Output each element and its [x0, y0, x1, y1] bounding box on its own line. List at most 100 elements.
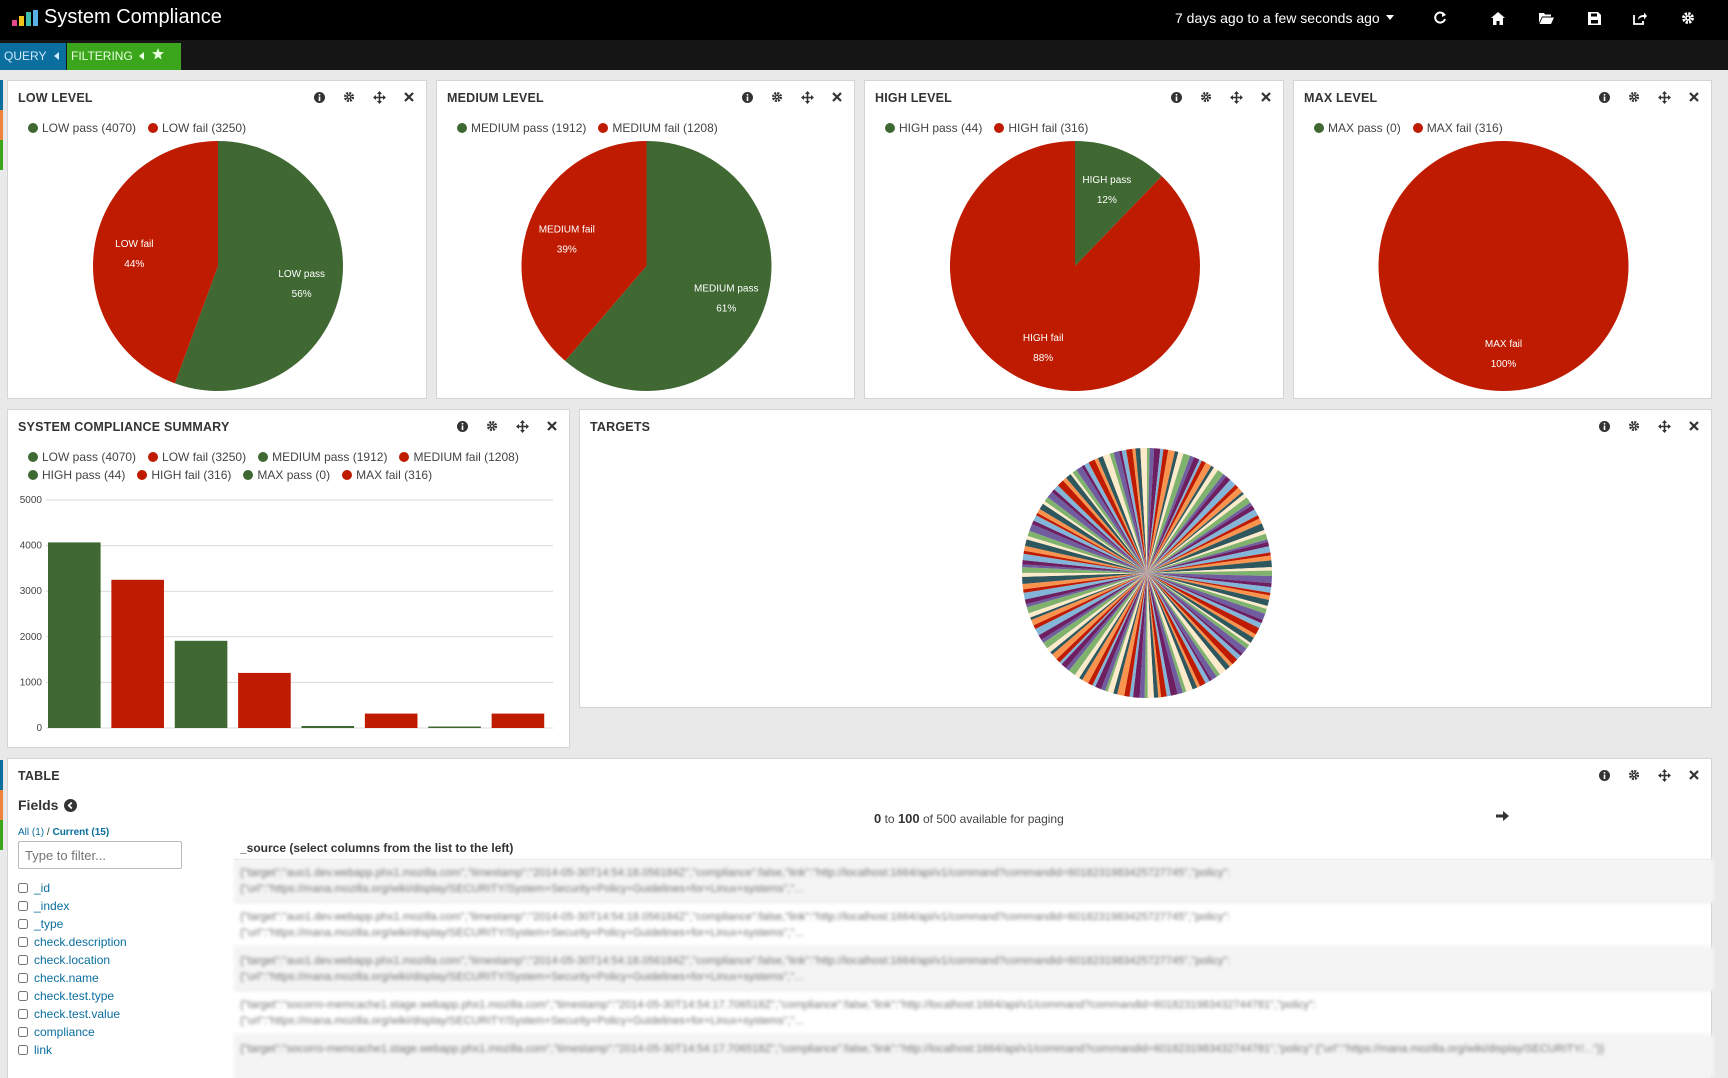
target-slice[interactable] — [1147, 573, 1226, 675]
target-slice[interactable] — [1079, 573, 1147, 680]
target-slice[interactable] — [1022, 567, 1147, 573]
target-slice[interactable] — [1147, 541, 1270, 573]
target-slice[interactable] — [1024, 545, 1147, 573]
field-name[interactable]: compliance — [34, 1025, 95, 1039]
table-row[interactable]: {"target":"auo1.dev.webapp.phx1.mozilla.… — [234, 947, 1714, 991]
field-item[interactable]: compliance — [18, 1023, 127, 1041]
field-checkbox[interactable] — [18, 1027, 28, 1037]
table-row[interactable]: {"target":"socorro-memcache1.stage.webap… — [234, 1035, 1714, 1078]
settings-gear-icon[interactable] — [1678, 8, 1698, 28]
gear-icon[interactable] — [1625, 418, 1643, 434]
target-slice[interactable] — [1043, 573, 1147, 649]
target-slice[interactable] — [1147, 452, 1184, 573]
target-slice[interactable] — [1113, 451, 1147, 573]
target-slice[interactable] — [1147, 465, 1214, 573]
target-slice[interactable] — [1024, 539, 1147, 573]
save-icon[interactable] — [1584, 8, 1604, 28]
target-slice[interactable] — [1147, 449, 1169, 573]
target-slice[interactable] — [1147, 448, 1155, 573]
target-slice[interactable] — [1109, 452, 1147, 573]
gear-icon[interactable] — [1625, 767, 1643, 783]
target-slice[interactable] — [1147, 573, 1230, 671]
legend-item[interactable]: MAX fail (316) — [1412, 121, 1503, 135]
target-slice[interactable] — [1025, 573, 1147, 608]
field-item[interactable]: link — [18, 1041, 127, 1059]
move-icon[interactable] — [1655, 89, 1673, 105]
target-slice[interactable] — [1147, 573, 1193, 692]
target-slice[interactable] — [1087, 573, 1147, 686]
target-slice[interactable] — [1035, 573, 1147, 636]
pie-slice[interactable] — [92, 141, 218, 384]
target-slice[interactable] — [1147, 573, 1272, 593]
bar[interactable] — [111, 579, 164, 728]
gear-icon[interactable] — [1197, 89, 1215, 105]
target-slice[interactable] — [1147, 573, 1268, 610]
time-picker[interactable]: 7 days ago to a few seconds ago — [1175, 10, 1394, 26]
target-slice[interactable] — [1121, 449, 1147, 573]
field-checkbox[interactable] — [18, 991, 28, 1001]
target-slice[interactable] — [1074, 573, 1147, 678]
target-slice[interactable] — [1050, 573, 1147, 655]
target-slice[interactable] — [1147, 451, 1179, 573]
gear-icon[interactable] — [768, 89, 786, 105]
target-slice[interactable] — [1023, 550, 1147, 573]
target-slice[interactable] — [1147, 462, 1212, 573]
close-icon[interactable] — [1685, 767, 1703, 783]
target-slice[interactable] — [1147, 509, 1258, 573]
close-icon[interactable] — [1685, 89, 1703, 105]
pie-slice[interactable] — [950, 141, 1200, 391]
target-slice[interactable] — [1147, 448, 1150, 573]
legend-item[interactable]: LOW fail (3250) — [148, 121, 246, 135]
target-slice[interactable] — [1147, 573, 1260, 635]
target-slice[interactable] — [1147, 494, 1247, 573]
target-slice[interactable] — [1105, 573, 1147, 692]
field-checkbox[interactable] — [18, 955, 28, 965]
field-name[interactable]: _index — [34, 899, 70, 913]
target-slice[interactable] — [1147, 573, 1233, 667]
target-slice[interactable] — [1147, 573, 1187, 693]
target-slice[interactable] — [1147, 449, 1175, 573]
field-checkbox[interactable] — [18, 1045, 28, 1055]
target-slice[interactable] — [1068, 573, 1147, 675]
legend-item[interactable]: MEDIUM pass (1912) — [258, 450, 387, 464]
target-slice[interactable] — [1044, 497, 1147, 573]
legend-item[interactable]: MAX fail (316) — [342, 468, 432, 482]
target-slice[interactable] — [1147, 573, 1212, 682]
target-slice[interactable] — [1147, 573, 1251, 646]
target-slice[interactable] — [1031, 573, 1147, 626]
table-row[interactable]: {"target":"socorro-memcache1.stage.webap… — [234, 991, 1714, 1035]
table-row[interactable]: {"target":"auo1.dev.webapp.phx1.mozilla.… — [234, 859, 1714, 903]
target-slice[interactable] — [1047, 573, 1147, 653]
target-slice[interactable] — [1147, 573, 1256, 638]
target-slice[interactable] — [1036, 512, 1147, 573]
field-checkbox[interactable] — [18, 883, 28, 893]
target-slice[interactable] — [1119, 450, 1147, 573]
target-slice[interactable] — [1139, 573, 1147, 698]
bar[interactable] — [48, 542, 101, 728]
legend-item[interactable]: HIGH pass (44) — [28, 468, 125, 482]
target-slice[interactable] — [1051, 489, 1147, 573]
pie-slice[interactable] — [1378, 141, 1629, 391]
fields-all-link[interactable]: All (1) — [18, 827, 45, 838]
target-slice[interactable] — [1117, 573, 1147, 696]
target-slice[interactable] — [1081, 464, 1147, 573]
close-icon[interactable] — [1685, 418, 1703, 434]
target-slice[interactable] — [1147, 505, 1255, 573]
target-slice[interactable] — [1147, 546, 1271, 573]
field-item[interactable]: _type — [18, 915, 127, 933]
move-icon[interactable] — [798, 89, 816, 105]
target-slice[interactable] — [1126, 448, 1147, 573]
target-slice[interactable] — [1147, 573, 1183, 695]
field-filter-input[interactable] — [18, 841, 182, 869]
target-slice[interactable] — [1147, 573, 1241, 660]
target-slice[interactable] — [1088, 459, 1147, 573]
info-icon[interactable] — [1595, 767, 1613, 783]
target-slice[interactable] — [1147, 560, 1272, 573]
info-icon[interactable] — [1595, 418, 1613, 434]
target-slice[interactable] — [1147, 518, 1262, 573]
gear-icon[interactable] — [340, 89, 358, 105]
target-slice[interactable] — [1033, 515, 1147, 573]
target-slice[interactable] — [1026, 535, 1147, 573]
target-slice[interactable] — [1147, 474, 1227, 573]
refresh-icon[interactable] — [1430, 8, 1450, 28]
